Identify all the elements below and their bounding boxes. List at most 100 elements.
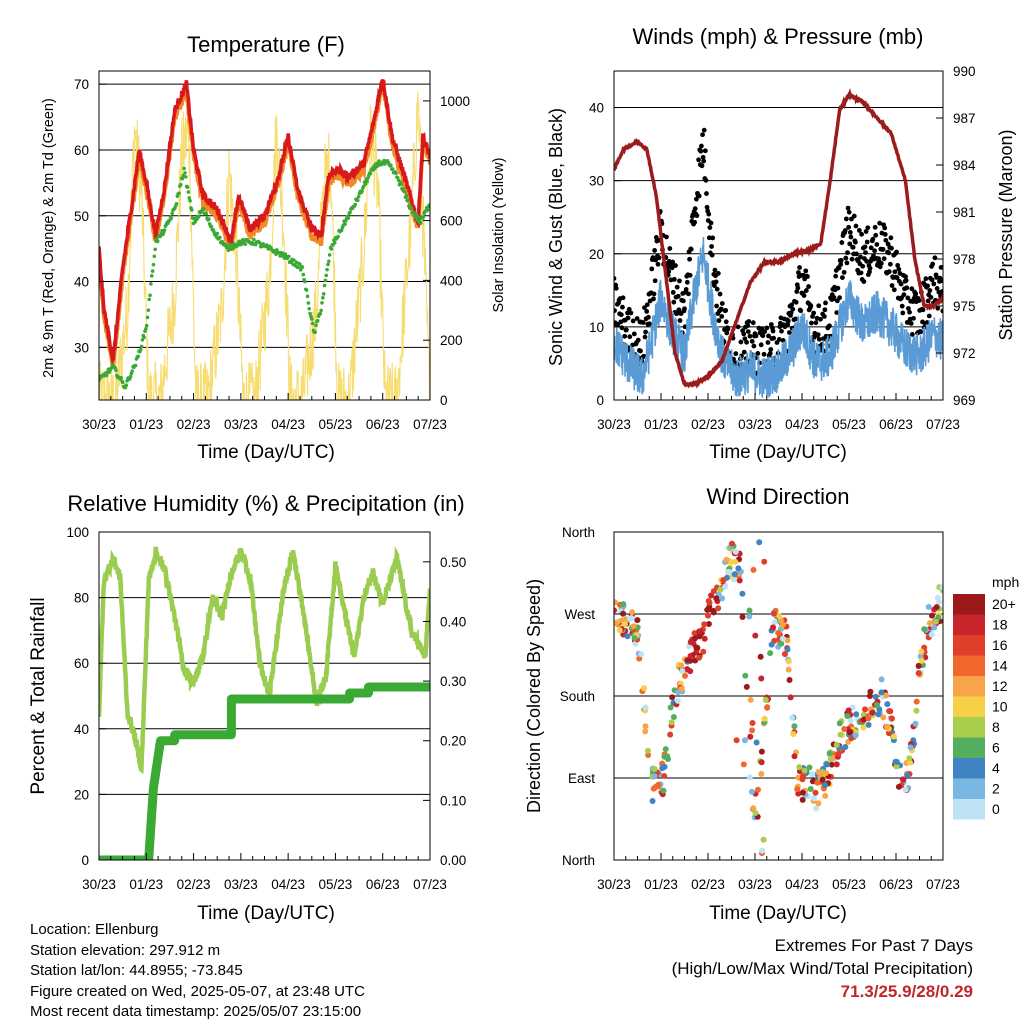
gust-point — [864, 258, 870, 264]
wind-direction-point — [836, 720, 843, 727]
wind-direction-point — [939, 584, 943, 591]
wind-direction-point — [921, 626, 928, 633]
dewpoint-point — [418, 221, 423, 225]
gust-point — [868, 245, 874, 251]
legend-swatch — [953, 676, 985, 697]
dewpoint-point — [301, 272, 306, 277]
gust-point — [692, 206, 698, 212]
wind-xtick-label: 06/23 — [879, 417, 913, 432]
gust-point — [934, 286, 940, 291]
wind-direction-point — [929, 612, 936, 619]
wind-direction-point — [747, 696, 754, 703]
gust-point — [724, 330, 730, 336]
wind-direction-point — [932, 618, 939, 625]
dewpoint-point — [320, 301, 324, 305]
gust-point — [901, 292, 907, 298]
gust-point — [903, 274, 908, 280]
wind-direction-point — [764, 704, 771, 711]
gust-point — [700, 132, 705, 138]
dir-ytick-label: North — [562, 525, 595, 540]
gust-point — [845, 205, 851, 211]
wind-direction-point — [809, 771, 816, 778]
gust-point — [680, 298, 686, 304]
dewpoint-point — [124, 383, 129, 388]
wind-direction-point — [878, 689, 885, 696]
dewpoint-point — [125, 379, 129, 383]
winds-title: Winds (mph) & Pressure (mb) — [633, 24, 924, 49]
dewpoint-point — [193, 220, 197, 224]
wind-direction-point — [697, 628, 704, 635]
gust-point — [859, 231, 864, 237]
wind-direction-point — [631, 635, 638, 642]
gust-point — [872, 248, 877, 254]
dewpoint-point — [353, 202, 357, 207]
wind-direction-point — [794, 786, 801, 793]
legend-label: 10 — [992, 699, 1008, 715]
humidity-panel: Relative Humidity (%) & Precipitation (i… — [28, 491, 466, 924]
wind-direction-point — [884, 723, 891, 730]
gust-point — [863, 229, 869, 234]
wind-direction-point — [701, 635, 708, 642]
gust-point — [821, 314, 827, 319]
gust-point — [867, 265, 873, 271]
gust-point — [827, 323, 832, 329]
gust-point — [709, 252, 715, 258]
gust-point — [687, 256, 692, 262]
gust-point — [803, 288, 809, 293]
gust-point — [762, 329, 767, 335]
gust-point — [822, 307, 828, 313]
temp-ytick-label: 60 — [74, 143, 89, 158]
gust-point — [939, 278, 943, 284]
temp-ytick-right-label: 600 — [440, 214, 463, 229]
gust-point — [666, 269, 672, 275]
wind-direction-point — [626, 616, 633, 623]
gust-point — [765, 340, 771, 345]
dir-ytick-label: East — [568, 771, 595, 786]
wind-direction-point — [918, 648, 925, 655]
dewpoint-point — [315, 318, 320, 323]
legend-swatch — [953, 799, 985, 820]
gust-point — [867, 269, 872, 275]
legend-label: 0 — [992, 801, 1000, 817]
wind-direction-point — [748, 788, 755, 795]
wind-direction-point — [833, 741, 840, 748]
gust-point — [735, 324, 741, 330]
temp-xtick-label: 07/23 — [413, 417, 447, 432]
extremes-title: Extremes For Past 7 Days — [774, 936, 973, 955]
gust-point — [652, 278, 658, 284]
wind-direction-point — [835, 750, 842, 757]
wind-xtick-label: 02/23 — [691, 417, 725, 432]
dewpoint-point — [218, 235, 222, 240]
wind-direction-point — [880, 714, 887, 721]
legend-label: 6 — [992, 740, 1000, 756]
rh-xtick-label: 06/23 — [366, 877, 400, 892]
wind-direction-point — [747, 733, 754, 740]
gust-point — [696, 157, 701, 163]
wind-direction-point — [893, 763, 900, 770]
gust-point — [723, 319, 729, 325]
gust-point — [768, 347, 774, 352]
station-pressure-line — [614, 87, 943, 389]
dewpoint-point — [329, 247, 334, 251]
gust-point — [858, 254, 863, 260]
legend-label: 2 — [992, 781, 1000, 797]
gust-point — [905, 295, 911, 301]
wind-direction-point — [913, 698, 920, 705]
wind-direction-point — [749, 719, 756, 726]
gust-point — [863, 250, 868, 256]
gust-point — [873, 232, 879, 238]
direction-title: Wind Direction — [706, 484, 849, 509]
gust-point — [733, 351, 739, 357]
wind-direction-point — [925, 603, 932, 610]
wind-direction-point — [824, 761, 831, 768]
gust-point — [745, 323, 751, 329]
temperature-ylabel-left: 2m & 9m T (Red, Orange) & 2m Td (Green) — [41, 98, 57, 378]
rh-ytick-right-label: 0.00 — [440, 853, 466, 868]
gust-point — [715, 271, 721, 276]
wind-direction-point — [869, 709, 876, 716]
wind-direction-point — [784, 637, 791, 644]
dewpoint-point — [323, 278, 328, 283]
station-location: Location: Ellenburg — [30, 921, 159, 938]
gust-point — [664, 234, 669, 240]
wind-ytick-label: 20 — [589, 247, 604, 262]
